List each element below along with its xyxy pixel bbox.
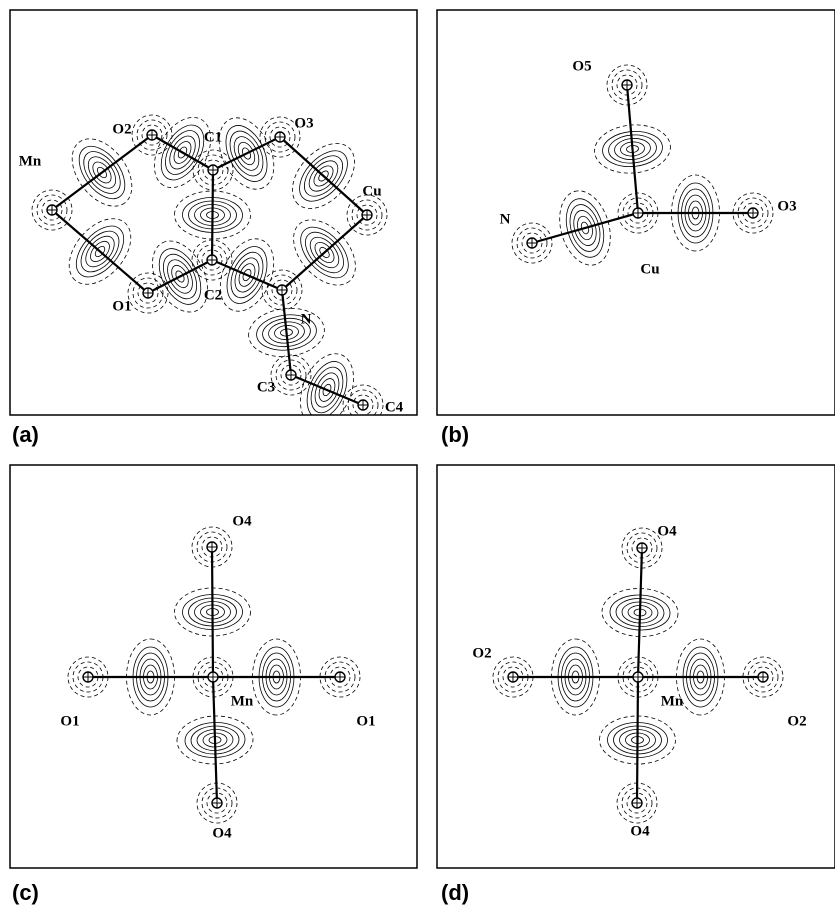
panel: O5 Cu O3 N (b) bbox=[437, 10, 835, 447]
bond bbox=[213, 677, 217, 803]
atom-label: Cu bbox=[640, 261, 659, 277]
atom-label: O3 bbox=[294, 115, 313, 131]
contours bbox=[512, 65, 773, 271]
atom-label: O5 bbox=[572, 58, 591, 74]
atom-label: O1 bbox=[356, 713, 375, 729]
atom-label: C4 bbox=[385, 399, 404, 415]
atom-label: Mn bbox=[231, 693, 254, 709]
bond bbox=[213, 137, 280, 170]
atom-label: C2 bbox=[204, 287, 222, 303]
atom-label: N bbox=[500, 211, 511, 227]
atom-label: Cu bbox=[362, 183, 381, 199]
atom-label: O4 bbox=[232, 513, 252, 529]
atom-label: O4 bbox=[630, 823, 650, 839]
bond bbox=[212, 170, 213, 260]
atom-label: C1 bbox=[204, 129, 222, 145]
panel: Mn O2 C1 O3 Cu O1 C2 N C3 C4 (a) bbox=[10, 10, 417, 447]
panel-label: (c) bbox=[12, 880, 39, 905]
atom-label: O2 bbox=[787, 713, 806, 729]
panel: O4 Mn O1 O1 O4 (c) bbox=[10, 465, 417, 905]
atom-label: O4 bbox=[657, 523, 677, 539]
contours bbox=[32, 108, 387, 435]
atom-label: O4 bbox=[212, 825, 232, 841]
panel-label: (b) bbox=[441, 422, 469, 447]
atom-label: N bbox=[301, 311, 312, 327]
atom-label: O2 bbox=[112, 121, 131, 137]
figure: Mn O2 C1 O3 Cu O1 C2 N C3 C4 (a) O5 Cu O3 N (b) O4 Mn O1 O1… bbox=[0, 0, 835, 913]
atom-label: Mn bbox=[661, 693, 684, 709]
atom-label: O2 bbox=[472, 645, 491, 661]
bond bbox=[212, 547, 213, 677]
atom-label: Mn bbox=[19, 153, 42, 169]
atom-label: O1 bbox=[60, 713, 79, 729]
bond bbox=[280, 137, 367, 215]
bond bbox=[532, 213, 638, 243]
bond bbox=[148, 260, 212, 293]
atom-label: O1 bbox=[112, 298, 131, 314]
atom-label: O3 bbox=[777, 198, 796, 214]
bond bbox=[282, 215, 367, 290]
panel-label: (a) bbox=[12, 422, 39, 447]
panel: O4 O2 Mn O2 O4 (d) bbox=[437, 465, 835, 905]
bond bbox=[627, 85, 638, 213]
bond bbox=[637, 677, 638, 803]
bond bbox=[52, 135, 152, 210]
atom-label: C3 bbox=[257, 379, 275, 395]
bond bbox=[638, 548, 642, 677]
bond bbox=[52, 210, 148, 293]
panel-label: (d) bbox=[441, 880, 469, 905]
